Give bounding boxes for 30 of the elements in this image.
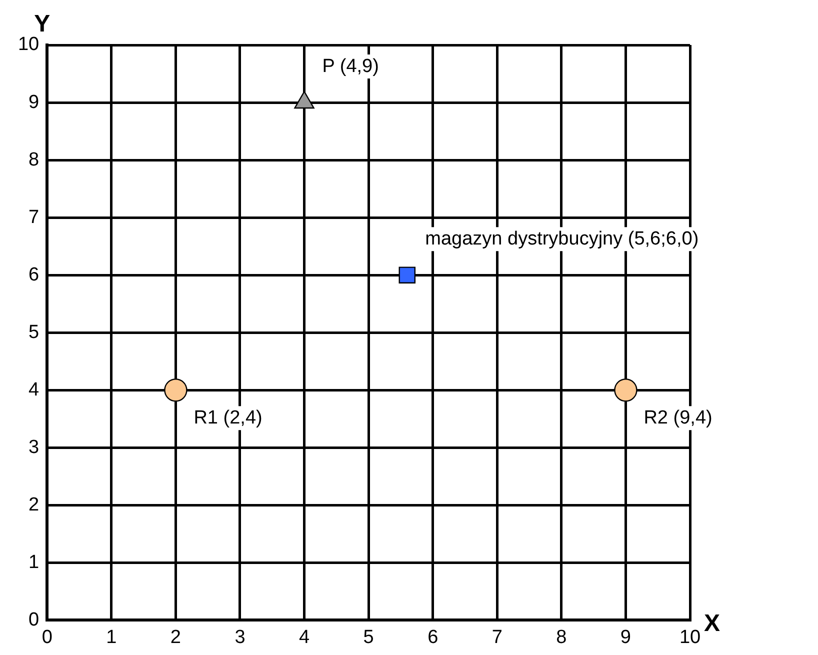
x-tick-label: 2 [170,626,181,648]
point [614,378,638,402]
x-tick-label: 5 [363,626,374,648]
x-axis-title: X [704,610,720,637]
point [398,266,416,284]
y-tick-label: 8 [28,149,40,170]
y-tick-label: 3 [28,436,40,458]
x-tick-label: 9 [620,626,631,648]
y-tick-label: 7 [28,206,40,228]
x-tick-label: 4 [298,626,310,648]
y-tick-label: 5 [28,322,40,343]
x-tick-label: 8 [556,626,567,648]
y-tick-label: 4 [28,379,40,400]
x-tick-label: 6 [428,626,438,648]
y-tick-label: 1 [28,552,40,573]
x-tick-label: 7 [492,626,502,648]
annotation: magazyn dystrybucyjny (5,6;6,0) [425,228,699,250]
x-tick-label: 0 [42,626,52,648]
y-tick-label: 2 [28,494,40,516]
annotation: P (4,9) [322,56,379,77]
point [294,90,314,109]
x-tick-label: 1 [106,626,117,648]
y-tick-label: 9 [28,92,40,113]
annotation: R2 (9,4) [644,407,712,428]
x-tick-label: 3 [234,626,246,648]
x-tick-label: 10 [679,626,701,648]
y-tick-label: 6 [28,264,40,286]
point [164,378,188,402]
y-tick-label: 0 [28,609,40,630]
annotation: R1 (2,4) [194,407,262,428]
